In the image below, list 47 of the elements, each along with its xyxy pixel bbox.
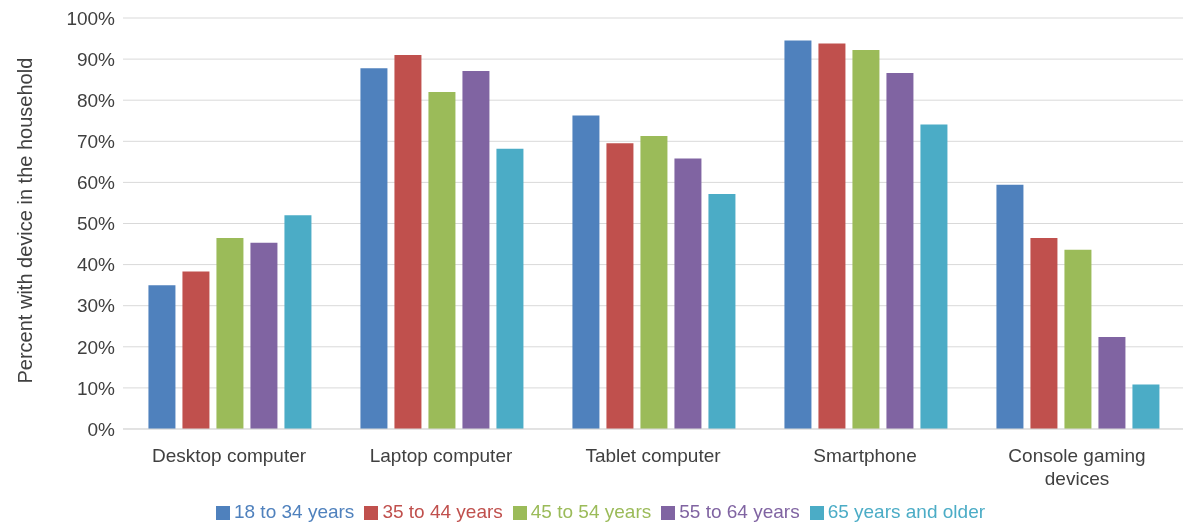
bar bbox=[606, 143, 634, 429]
bar bbox=[996, 184, 1024, 429]
y-tick-label: 40% bbox=[76, 254, 116, 276]
y-tick-label: 80% bbox=[76, 89, 116, 111]
bar bbox=[462, 71, 490, 429]
bar bbox=[182, 271, 210, 429]
legend-label: 55 to 64 years bbox=[679, 501, 800, 522]
y-tick-label: 10% bbox=[76, 377, 116, 399]
legend-label: 65 years and older bbox=[827, 501, 986, 522]
y-tick-label: 90% bbox=[76, 48, 116, 70]
bar bbox=[784, 40, 812, 429]
legend-label: 18 to 34 years bbox=[233, 501, 355, 522]
bar bbox=[148, 285, 176, 429]
y-tick-label: 100% bbox=[66, 7, 116, 29]
x-tick-label: Smartphone bbox=[813, 445, 917, 467]
bar bbox=[852, 50, 880, 429]
bar bbox=[496, 148, 524, 429]
bar bbox=[572, 115, 600, 429]
bar bbox=[1030, 237, 1058, 429]
bar bbox=[1064, 249, 1092, 429]
bar bbox=[640, 135, 668, 429]
bar bbox=[428, 91, 456, 429]
y-tick-label: 20% bbox=[76, 336, 116, 358]
x-tick-label: Laptop computer bbox=[369, 445, 513, 467]
bar bbox=[216, 237, 244, 429]
y-tick-label: 0% bbox=[87, 418, 116, 440]
y-tick-label: 50% bbox=[76, 213, 116, 235]
legend-label: 35 to 44 years bbox=[382, 501, 503, 522]
bar bbox=[818, 43, 846, 429]
bar bbox=[674, 158, 702, 429]
bar bbox=[1098, 336, 1126, 429]
bar bbox=[708, 193, 736, 429]
bar bbox=[360, 68, 388, 429]
y-tick-label: 70% bbox=[76, 131, 116, 153]
y-axis-title: Percent with device in the household bbox=[14, 57, 37, 384]
bar bbox=[1132, 384, 1160, 429]
legend-label: 45 to 54 years bbox=[530, 501, 652, 522]
bar bbox=[920, 124, 948, 429]
x-tick-label: Tablet computer bbox=[585, 445, 722, 467]
bar bbox=[284, 215, 312, 429]
y-tick-label: 30% bbox=[76, 295, 116, 317]
bar bbox=[394, 54, 422, 429]
x-tick-label: Console gaming devices bbox=[1008, 445, 1146, 489]
x-tick-label: Desktop computer bbox=[151, 445, 307, 467]
bar bbox=[886, 73, 914, 429]
y-tick-label: 60% bbox=[76, 172, 116, 194]
bar bbox=[250, 242, 278, 429]
